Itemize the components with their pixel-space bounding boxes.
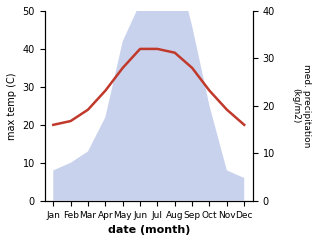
Y-axis label: max temp (C): max temp (C) bbox=[7, 72, 17, 140]
Y-axis label: med. precipitation
(kg/m2): med. precipitation (kg/m2) bbox=[292, 64, 311, 148]
X-axis label: date (month): date (month) bbox=[107, 225, 190, 235]
